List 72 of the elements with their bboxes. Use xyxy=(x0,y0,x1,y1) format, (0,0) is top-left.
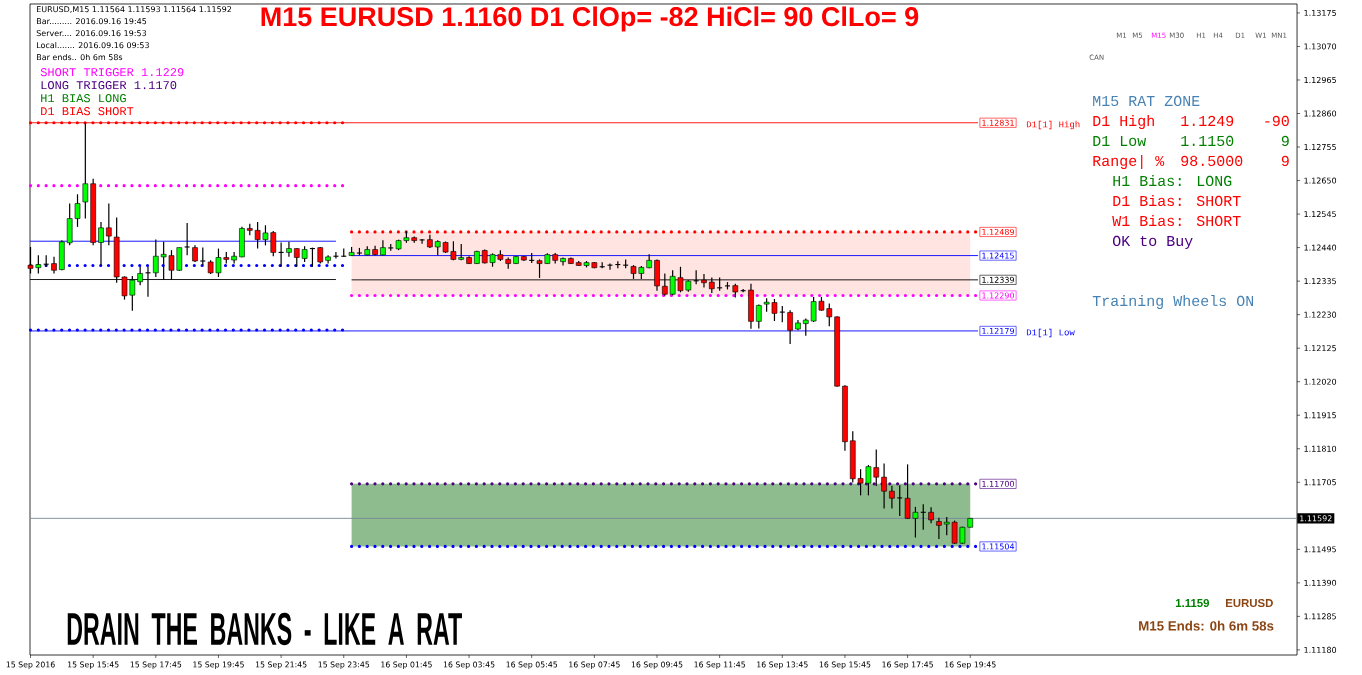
annotation: 98.5000 xyxy=(1181,155,1243,167)
annotation: SHORT TRIGGER 1.1229 xyxy=(40,68,184,77)
annotation: M15 Ends: 0h 6m 58s xyxy=(1139,620,1274,631)
candlestick xyxy=(896,484,903,517)
annotation: H1 Bias: LONG xyxy=(1113,175,1232,187)
ref-line-label: 1.11592 xyxy=(1300,515,1332,522)
data-label: 1.12339 xyxy=(982,276,1014,283)
annotation: D1 Bias: SHORT xyxy=(1113,195,1241,207)
annotation: LONG TRIGGER 1.1170 xyxy=(41,81,177,90)
annotation: Range| % xyxy=(1093,155,1165,169)
y-tick-label: 1.13070 xyxy=(1304,43,1337,50)
annotation: D1 High xyxy=(1093,115,1154,129)
annotation: Bar......... 2016.09.16 19:45 xyxy=(36,18,147,25)
y-tick-label: 1.12230 xyxy=(1304,311,1337,318)
candlestick xyxy=(98,221,104,266)
data-label: 1.11700 xyxy=(982,480,1015,487)
annotation: W1 Bias: SHORT xyxy=(1112,215,1241,227)
y-tick-label: 1.11180 xyxy=(1304,646,1337,653)
y-tick-label: 1.12545 xyxy=(1304,211,1336,218)
y-tick-label: 1.12125 xyxy=(1304,345,1336,352)
annotation: Local....... 2016.09.16 09:53 xyxy=(36,41,149,49)
annotation: EURUSD,M15 1.11564 1.11593 1.11564 1.11592 xyxy=(36,6,232,14)
y-tick-label: 1.12755 xyxy=(1304,144,1336,151)
annotation: M15 RAT ZONE xyxy=(1093,95,1200,107)
annotation: DRAIN THE BANKS - LIKE A RAT xyxy=(67,612,462,646)
y-tick-label: 1.12020 xyxy=(1304,378,1337,385)
annotation: H1 BIAS LONG xyxy=(41,94,126,103)
data-label: 1.11504 xyxy=(982,543,1015,550)
annotation: -90 xyxy=(1265,115,1289,127)
y-tick-label: 1.11495 xyxy=(1304,546,1336,553)
annotation: OK to Buy xyxy=(1112,235,1193,249)
y-tick-label: 1.11915 xyxy=(1304,412,1336,419)
candlestick xyxy=(419,238,426,245)
annotation: D1 BIAS SHORT xyxy=(41,107,134,116)
y-tick-label: 1.12860 xyxy=(1304,110,1337,117)
annotation: D1[1] Low xyxy=(1026,328,1075,338)
data-label: 1.12415 xyxy=(982,252,1014,259)
annotation: 1.1159 xyxy=(1175,599,1210,608)
y-tick-label: 1.11810 xyxy=(1304,445,1337,452)
annotation: 9 xyxy=(1281,135,1289,147)
annotation: 1.1249 xyxy=(1181,115,1234,127)
candlestick xyxy=(936,517,942,540)
y-tick-label: 1.11390 xyxy=(1304,579,1337,586)
candlestick xyxy=(755,303,762,329)
chart-title: M15 EURUSD 1.1160 D1 ClOp= -82 HiCl= 90 ClLo= 9 xyxy=(261,6,919,32)
candlestick xyxy=(231,251,237,265)
data-label: 1.12290 xyxy=(982,292,1015,299)
candlestick xyxy=(889,485,895,510)
candlestick xyxy=(286,241,292,258)
y-tick-label: 1.11705 xyxy=(1304,479,1336,486)
annotation: EURUSD xyxy=(1225,599,1273,608)
y-tick-label: 1.13175 xyxy=(1304,9,1336,16)
data-label: 1.12179 xyxy=(982,327,1014,334)
candlestick xyxy=(881,462,887,510)
annotation: D1 Low xyxy=(1093,136,1147,147)
y-tick-label: 1.11285 xyxy=(1304,613,1336,620)
annotation: Training Wheels ON xyxy=(1092,295,1254,309)
y-tick-label: 1.12440 xyxy=(1304,244,1337,251)
candlestick xyxy=(184,222,191,256)
annotation: D1[1] High xyxy=(1026,120,1080,130)
annotation: Server.... 2016.09.16 19:53 xyxy=(36,30,147,37)
annotation: Bar ends.. 0h 6m 58s xyxy=(36,53,123,61)
annotation: 9 xyxy=(1281,155,1289,167)
data-label: 1.12489 xyxy=(982,228,1014,235)
annotation: 1.1150 xyxy=(1181,135,1234,147)
data-label: 1.12831 xyxy=(982,119,1014,126)
candlestick xyxy=(787,309,793,345)
candlestick xyxy=(82,122,89,220)
candlestick xyxy=(106,202,112,246)
y-tick-label: 1.12335 xyxy=(1304,278,1336,285)
y-tick-label: 1.12965 xyxy=(1304,76,1336,83)
y-tick-label: 1.12650 xyxy=(1304,177,1337,184)
